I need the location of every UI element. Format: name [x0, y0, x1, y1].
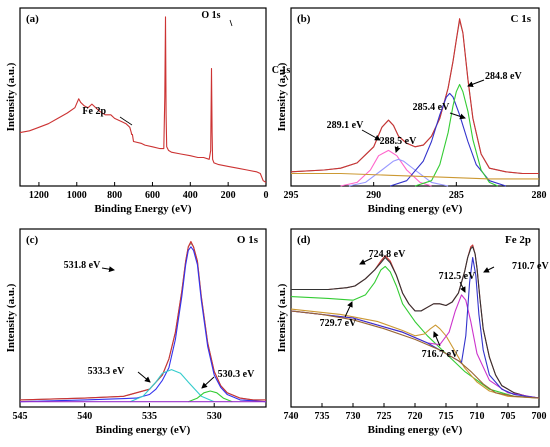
- x-tick-label: 545: [13, 411, 28, 422]
- series-line-3: [340, 149, 432, 187]
- peak-leader-line: [119, 116, 133, 126]
- x-tick-label: 740: [284, 411, 299, 422]
- peak-label: 724.8 eV: [369, 249, 406, 260]
- x-tick-label: 280: [532, 190, 547, 201]
- x-tick-label: 1200: [29, 190, 49, 201]
- x-axis-title: Binding energy (eV): [368, 424, 463, 436]
- peak-leader-line: [229, 19, 233, 27]
- series-line-7: [291, 172, 539, 180]
- series-line-4: [129, 369, 215, 403]
- series-line-4: [348, 158, 449, 187]
- x-tick-label: 700: [532, 411, 547, 422]
- peak-leader-line: [284, 74, 289, 81]
- peak-arrow: [394, 145, 401, 153]
- y-axis-title: Intensity (a.u.): [276, 62, 288, 131]
- panel-label: (b): [297, 13, 311, 25]
- series-line-1: [290, 19, 539, 175]
- peak-arrow: [101, 266, 115, 273]
- x-tick-label: 730: [346, 411, 361, 422]
- series-line-2: [291, 246, 540, 399]
- panel-1: 1200 1000 800 600 400 200 0 Binding Energy (eV)…: [5, 7, 291, 215]
- peak-label: Fe 2p: [82, 106, 106, 117]
- panel-label: (a): [26, 13, 39, 25]
- peak-arrow: [344, 301, 353, 318]
- x-tick-label: 800: [107, 190, 122, 201]
- peak-label: 289.1 eV: [327, 120, 364, 131]
- peak-label: 712.5 eV: [439, 271, 476, 282]
- peak-label: 284.8 eV: [485, 71, 522, 82]
- peak-label: 710.7 eV: [512, 261, 549, 272]
- peak-label: 530.3 eV: [218, 369, 255, 380]
- series-line-4: [290, 308, 540, 399]
- x-tick-label: 1000: [67, 190, 87, 201]
- series-line-3: [19, 246, 267, 403]
- plot-frame: [19, 228, 267, 408]
- y-axis-title: Intensity (a.u.): [5, 62, 17, 131]
- panel-3: 545 540 535 530 Binding energy (eV) Intensity…: [5, 228, 267, 436]
- y-axis-title: Intensity (a.u.): [5, 283, 17, 352]
- x-tick-label: 530: [207, 411, 222, 422]
- panel-4: 740 735 730 725 720 715 710 705 700 Binding energ…: [276, 228, 549, 436]
- panel-label: (d): [297, 234, 311, 246]
- peak-label: 288.5 eV: [380, 136, 417, 147]
- x-tick-label: 600: [145, 190, 160, 201]
- panel-title: O 1s: [237, 234, 259, 246]
- peak-label: 729.7 eV: [320, 318, 357, 329]
- x-tick-label: 0: [264, 190, 269, 201]
- x-tick-label: 285: [449, 190, 464, 201]
- x-tick-label: 720: [408, 411, 423, 422]
- x-tick-label: 710: [470, 411, 485, 422]
- peak-arrow: [449, 112, 466, 120]
- series-line-6: [290, 256, 540, 399]
- x-axis-title: Binding Energy (eV): [94, 203, 192, 215]
- peak-label: 285.4 eV: [413, 102, 450, 113]
- peak-arrow: [137, 371, 151, 383]
- peak-arrow: [467, 79, 485, 88]
- x-tick-label: 290: [366, 190, 381, 201]
- peak-arrow: [201, 376, 215, 389]
- y-axis-title: Intensity (a.u.): [276, 283, 288, 352]
- peak-label: 716.7 eV: [422, 349, 459, 360]
- x-tick-label: 400: [183, 190, 198, 201]
- x-tick-label: 705: [501, 411, 516, 422]
- plot-frame: [290, 7, 540, 187]
- panel-label: (c): [26, 234, 39, 246]
- x-axis-title: Binding energy (eV): [96, 424, 191, 436]
- peak-label: O 1s: [201, 10, 220, 21]
- x-axis-title: Binding energy (eV): [368, 203, 463, 215]
- panel-title: C 1s: [511, 13, 532, 25]
- panel-title: Fe 2p: [505, 234, 531, 246]
- x-tick-label: 735: [315, 411, 330, 422]
- series-line-5: [390, 92, 507, 187]
- series-line-3: [290, 265, 540, 399]
- peak-label: C 1s: [272, 65, 291, 76]
- x-tick-label: 295: [284, 190, 299, 201]
- x-tick-label: 725: [377, 411, 392, 422]
- series-line-5: [188, 390, 233, 403]
- peak-arrow: [361, 129, 381, 141]
- series-line-2: [290, 18, 539, 175]
- peak-arrow: [459, 281, 466, 293]
- peak-arrow: [359, 257, 373, 265]
- plot-frame: [19, 7, 267, 187]
- x-tick-label: 715: [439, 411, 454, 422]
- series-line-1: [19, 16, 267, 183]
- panel-2: 295 290 285 280 Binding energy (eV) Intensity…: [276, 7, 547, 215]
- x-tick-label: 540: [77, 411, 92, 422]
- peak-label: 531.8 eV: [64, 260, 101, 271]
- peak-arrow: [483, 266, 495, 273]
- series-line-7: [290, 310, 540, 399]
- peak-arrow: [433, 331, 441, 347]
- series-line-6: [414, 83, 498, 187]
- x-tick-label: 200: [221, 190, 236, 201]
- x-tick-label: 535: [142, 411, 157, 422]
- peak-label: 533.3 eV: [88, 366, 125, 377]
